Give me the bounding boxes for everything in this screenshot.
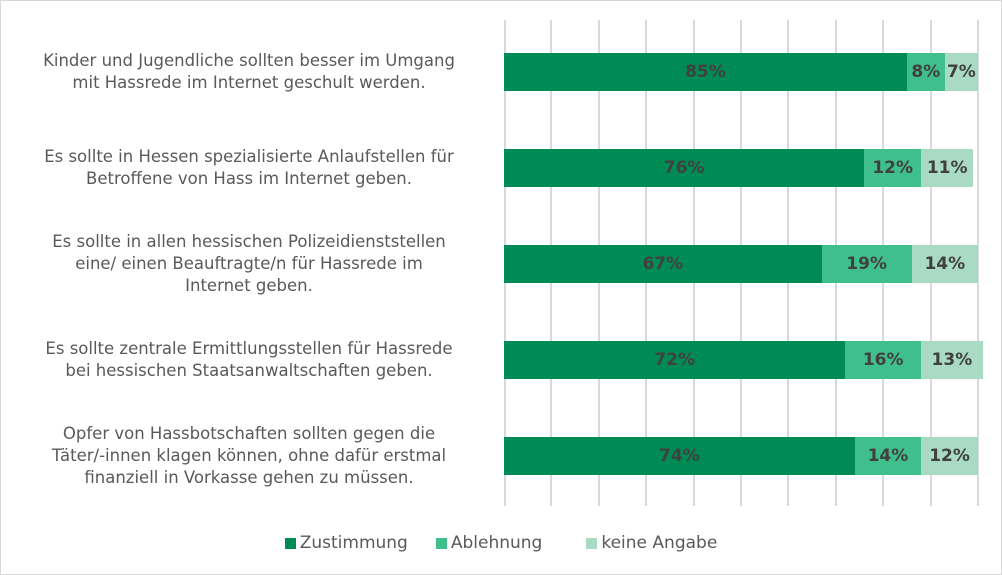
category-label: Kinder und Jugendliche sollten besser im… [43, 51, 455, 92]
bar-segment-keine-angabe[interactable]: 12% [921, 437, 978, 475]
category-label: Es sollte zentrale Ermittlungsstellen fü… [45, 339, 453, 380]
gridline [977, 20, 979, 506]
bar-segment-keine-angabe[interactable]: 11% [921, 149, 974, 187]
bar-segment-keine-angabe[interactable]: 7% [944, 53, 978, 91]
legend-item-keine-angabe[interactable]: keine Angabe [586, 533, 717, 553]
bar-row: 76% 12% 11% [504, 149, 974, 187]
legend-swatch-ablehnung [435, 537, 447, 549]
legend-item-zustimmung[interactable]: Zustimmung [284, 533, 408, 553]
bar-segment-keine-angabe[interactable]: 13% [921, 341, 983, 379]
bar-segment-zustimmung[interactable]: 85% [504, 53, 907, 91]
bar-segment-zustimmung[interactable]: 72% [504, 341, 846, 379]
bar-segment-zustimmung[interactable]: 74% [504, 437, 855, 475]
legend-label: keine Angabe [601, 533, 718, 553]
legend-label: Ablehnung [450, 533, 543, 553]
bar-segment-ablehnung[interactable]: 16% [845, 341, 922, 379]
bar-row: 74% 14% 12% [504, 437, 978, 475]
bar-segment-ablehnung[interactable]: 19% [821, 245, 912, 283]
bar-segment-ablehnung[interactable]: 8% [906, 53, 945, 91]
legend-label: Zustimmung [299, 533, 408, 553]
bar-segment-ablehnung[interactable]: 12% [864, 149, 922, 187]
bar-segment-zustimmung[interactable]: 67% [504, 245, 822, 283]
bar-segment-keine-angabe[interactable]: 14% [911, 245, 978, 283]
category-label: Es sollte in Hessen spezialisierte Anlau… [44, 147, 454, 188]
bar-row: 72% 16% 13% [504, 341, 983, 379]
bar-row: 85% 8% 7% [504, 53, 978, 91]
legend-swatch-zustimmung [284, 537, 296, 549]
category-label: Es sollte in allen hessischen Polizeidie… [52, 232, 446, 295]
bar-row: 67% 19% 14% [504, 245, 978, 283]
category-label: Opfer von Hassbotschaften sollten gegen … [51, 424, 447, 487]
bar-segment-ablehnung[interactable]: 14% [854, 437, 922, 475]
legend-item-ablehnung[interactable]: Ablehnung [435, 533, 543, 553]
bar-segment-zustimmung[interactable]: 76% [504, 149, 865, 187]
legend-swatch-keine-angabe [586, 537, 598, 549]
legend: Zustimmung Ablehnung keine Angabe [0, 533, 1002, 553]
